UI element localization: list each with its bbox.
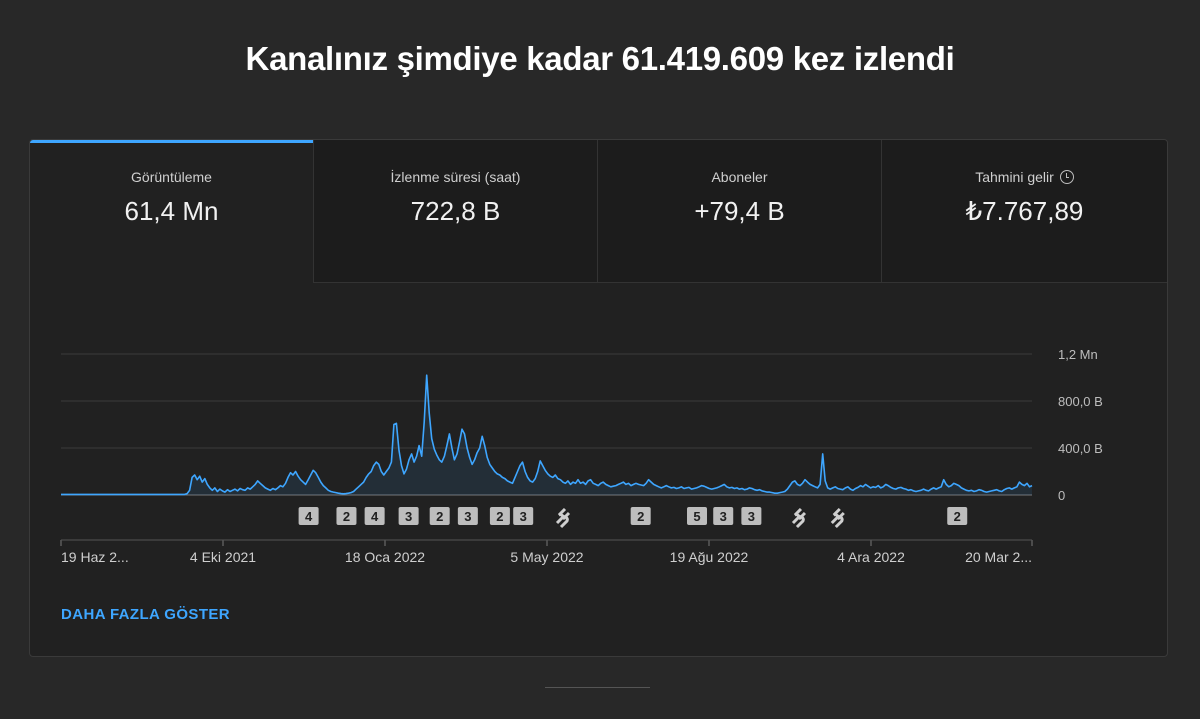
- y-tick-label: 1,2 Mn: [1058, 347, 1098, 362]
- annotation-marker[interactable]: [741, 507, 762, 525]
- page-headline: Kanalınız şimdiye kadar 61.419.609 kez i…: [245, 40, 955, 77]
- annotation-marker[interactable]: [457, 507, 478, 525]
- annotation-count: 3: [464, 509, 471, 524]
- link-icon-stroke: [832, 507, 845, 521]
- y-tick-label: 400,0 B: [1058, 441, 1103, 456]
- tab-label: Aboneler: [711, 169, 768, 185]
- x-tick-label: 20 Mar 2...: [965, 549, 1032, 565]
- analytics-card: Görüntüleme 61,4 Mn İzlenme süresi (saat…: [29, 139, 1168, 657]
- annotation-count: 2: [954, 509, 961, 524]
- annotation-marker[interactable]: [429, 507, 450, 525]
- x-tick-label: 19 Ağu 2022: [670, 549, 749, 565]
- annotation-count: 5: [693, 509, 700, 524]
- tab-label-wrap: Tahmini gelir: [882, 169, 1167, 185]
- link-icon-stroke: [793, 507, 807, 521]
- show-more-button[interactable]: DAHA FAZLA GÖSTER: [61, 606, 231, 623]
- annotation-count: 2: [436, 509, 443, 524]
- link-icon[interactable]: [830, 507, 845, 529]
- tab-watch-time[interactable]: İzlenme süresi (saat) 722,8 B: [314, 140, 598, 283]
- annotation-count: 4: [371, 509, 379, 524]
- annotation-count: 3: [720, 509, 727, 524]
- annotation-marker[interactable]: [713, 507, 734, 525]
- tab-value: +79,4 B: [694, 196, 785, 226]
- annotation-count: 3: [748, 509, 755, 524]
- y-tick-label: 800,0 B: [1058, 394, 1103, 409]
- annotation-marker[interactable]: [513, 507, 534, 525]
- clock-icon[interactable]: [1059, 170, 1074, 184]
- annotation-marker[interactable]: [630, 507, 651, 525]
- link-icon[interactable]: [791, 507, 807, 529]
- x-tick-label: 4 Ara 2022: [837, 549, 905, 565]
- link-icon[interactable]: [555, 507, 571, 529]
- x-tick-label: 18 Oca 2022: [345, 549, 425, 565]
- annotation-count: 3: [520, 509, 527, 524]
- tab-value: ₺7.767,89: [965, 196, 1084, 226]
- views-chart: 0 400,0 B 800,0 B 1,2 Mn 4 2 4 3 2 3 2 3 2 5 3 3 2 19 Haz…: [60, 347, 1103, 565]
- annotation-marker[interactable]: [298, 507, 319, 525]
- link-icon-stroke: [557, 507, 571, 521]
- series-area: [61, 375, 1032, 495]
- annotation-count: 3: [405, 509, 412, 524]
- annotation-marker[interactable]: [687, 507, 708, 525]
- tab-views[interactable]: Görüntüleme 61,4 Mn: [30, 140, 314, 283]
- annotation-marker[interactable]: [489, 507, 510, 525]
- annotation-count: 2: [637, 509, 644, 524]
- x-tick-label: 5 May 2022: [510, 549, 583, 565]
- x-tick-label: 4 Eki 2021: [190, 549, 256, 565]
- metric-tabs: Görüntüleme 61,4 Mn İzlenme süresi (saat…: [30, 140, 1167, 283]
- annotation-marker[interactable]: [398, 507, 419, 525]
- tab-revenue[interactable]: Tahmini gelir ₺7.767,89: [882, 140, 1167, 283]
- tab-label: Görüntüleme: [131, 169, 212, 185]
- annotation-count: 2: [343, 509, 350, 524]
- tab-label: İzlenme süresi (saat): [390, 169, 521, 185]
- tab-subscribers[interactable]: Aboneler +79,4 B: [598, 140, 882, 283]
- annotation-marker[interactable]: [947, 507, 968, 525]
- tab-label: Tahmini gelir: [975, 169, 1054, 185]
- tab-value: 722,8 B: [410, 196, 501, 226]
- x-tick-label: 19 Haz 2...: [61, 549, 129, 565]
- annotation-marker[interactable]: [364, 507, 385, 525]
- series-line: [61, 374, 1033, 496]
- annotation-count: 2: [496, 509, 503, 524]
- annotation-count: 4: [305, 509, 313, 524]
- y-tick-label: 0: [1058, 488, 1065, 503]
- divider: [545, 687, 650, 688]
- annotation-marker[interactable]: [336, 507, 357, 525]
- tab-value: 61,4 Mn: [124, 196, 219, 226]
